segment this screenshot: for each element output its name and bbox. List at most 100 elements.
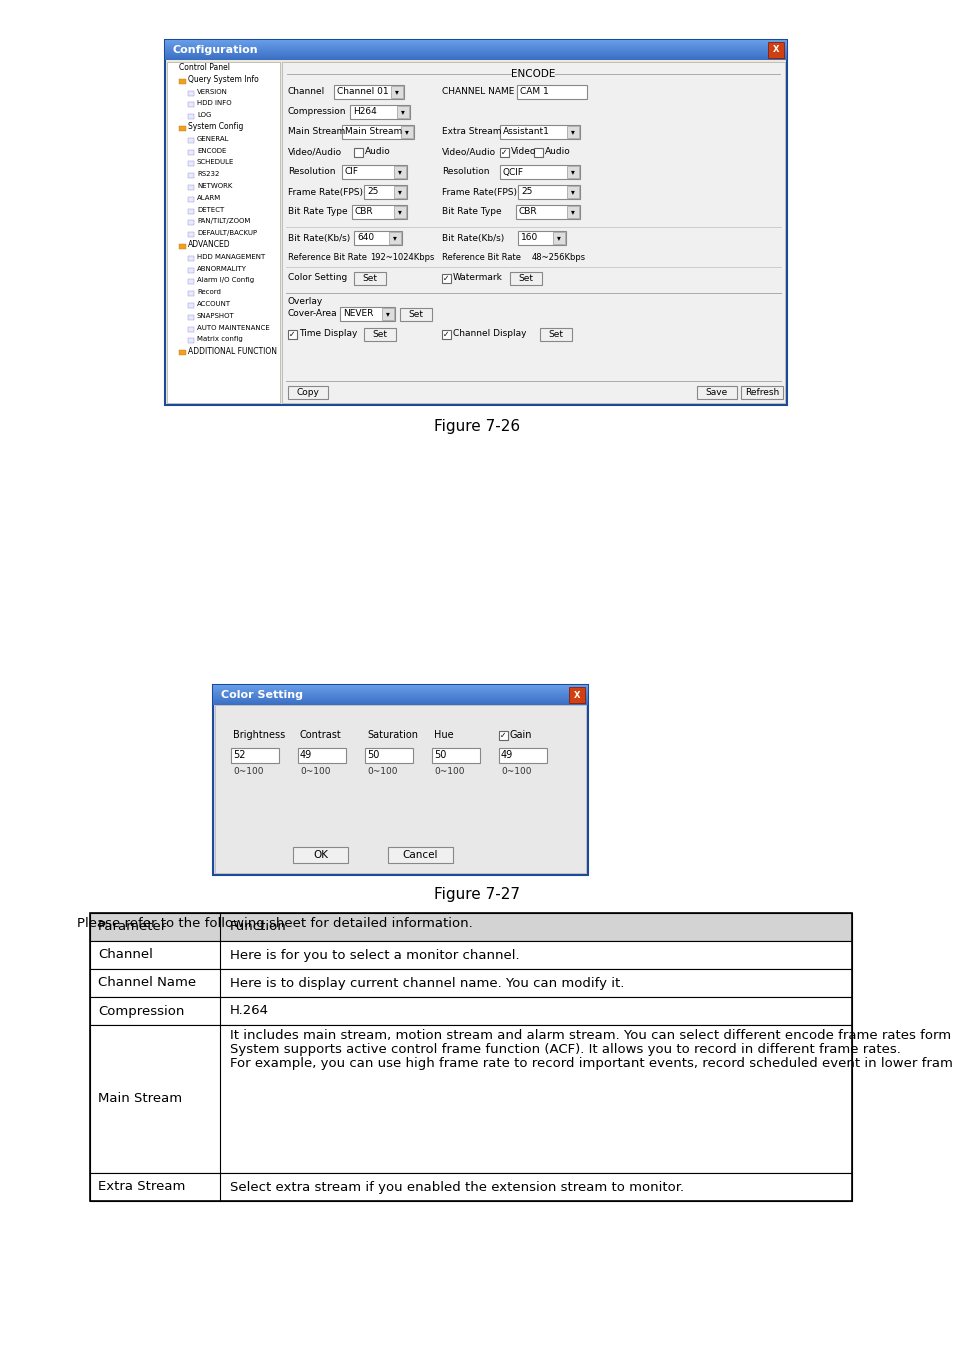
Bar xyxy=(350,105,410,119)
Bar xyxy=(188,173,193,178)
Text: Control Panel: Control Panel xyxy=(179,63,230,73)
Bar xyxy=(352,205,407,219)
Bar xyxy=(499,147,509,157)
Text: Channel 01: Channel 01 xyxy=(336,88,388,96)
Bar xyxy=(432,748,479,763)
Text: NEVER: NEVER xyxy=(343,309,373,319)
Bar xyxy=(553,232,564,244)
Bar xyxy=(90,913,851,1202)
Text: Contrast: Contrast xyxy=(299,730,341,740)
Text: CBR: CBR xyxy=(518,208,537,216)
Bar xyxy=(498,748,546,763)
Bar xyxy=(510,271,541,285)
Bar xyxy=(516,205,579,219)
Bar xyxy=(297,748,346,763)
Text: ALARM: ALARM xyxy=(196,194,221,201)
Bar xyxy=(188,138,193,143)
Text: Resolution: Resolution xyxy=(441,167,489,177)
Text: ENCODE: ENCODE xyxy=(196,147,226,154)
Text: ✓: ✓ xyxy=(500,147,507,157)
Text: ▾: ▾ xyxy=(395,88,398,96)
Text: ✓: ✓ xyxy=(443,274,449,282)
Text: Configuration: Configuration xyxy=(172,45,258,55)
Bar xyxy=(341,126,414,139)
Text: For example, you can use high frame rate to record important events, record sche: For example, you can use high frame rate… xyxy=(230,1057,953,1071)
Text: 49: 49 xyxy=(299,751,312,760)
Bar xyxy=(394,166,406,178)
Text: DETECT: DETECT xyxy=(196,207,224,212)
Text: Bit Rate(Kb/s): Bit Rate(Kb/s) xyxy=(288,234,350,243)
Text: Please refer to the following sheet for detailed information.: Please refer to the following sheet for … xyxy=(77,917,473,930)
Text: Brightness: Brightness xyxy=(233,730,285,740)
Text: Saturation: Saturation xyxy=(367,730,417,740)
Text: Bit Rate Type: Bit Rate Type xyxy=(441,208,501,216)
Bar xyxy=(90,913,851,941)
Bar xyxy=(231,748,278,763)
Text: GENERAL: GENERAL xyxy=(196,136,230,142)
Text: Color Setting: Color Setting xyxy=(221,690,303,701)
Text: H.264: H.264 xyxy=(230,1004,269,1018)
Text: It includes main stream, motion stream and alarm stream. You can select differen: It includes main stream, motion stream a… xyxy=(230,1029,953,1041)
Bar xyxy=(179,78,186,84)
Bar xyxy=(214,705,585,873)
Text: 52: 52 xyxy=(233,751,245,760)
Text: ▾: ▾ xyxy=(405,127,409,136)
Bar xyxy=(499,126,579,139)
Bar xyxy=(339,306,395,321)
Text: Audio: Audio xyxy=(365,147,391,157)
Text: Set: Set xyxy=(518,274,533,284)
Text: ▾: ▾ xyxy=(386,309,390,319)
Bar xyxy=(498,730,507,740)
Bar xyxy=(188,220,193,225)
Text: CAM 1: CAM 1 xyxy=(519,88,548,96)
Bar xyxy=(90,1173,851,1202)
Bar xyxy=(566,126,578,138)
Text: Overlay: Overlay xyxy=(288,297,323,306)
Text: Compression: Compression xyxy=(98,1004,184,1018)
Text: 25: 25 xyxy=(520,188,532,197)
Text: Matrix config: Matrix config xyxy=(196,336,242,343)
Text: Set: Set xyxy=(372,329,387,339)
Text: AUTO MAINTENANCE: AUTO MAINTENANCE xyxy=(196,324,270,331)
Text: NETWORK: NETWORK xyxy=(196,184,233,189)
Bar xyxy=(354,231,401,244)
Bar xyxy=(188,327,193,332)
Text: ▾: ▾ xyxy=(571,208,575,216)
Text: SCHEDULE: SCHEDULE xyxy=(196,159,234,166)
Text: Set: Set xyxy=(362,274,377,284)
Text: ▾: ▾ xyxy=(557,234,560,243)
Text: Channel: Channel xyxy=(288,88,325,96)
Text: Audio: Audio xyxy=(544,147,570,157)
Text: ADDITIONAL FUNCTION: ADDITIONAL FUNCTION xyxy=(188,347,276,355)
Text: ▾: ▾ xyxy=(400,108,404,116)
Text: Frame Rate(FPS): Frame Rate(FPS) xyxy=(288,188,363,197)
Text: 160: 160 xyxy=(520,234,537,243)
Bar xyxy=(213,684,587,875)
Bar xyxy=(394,207,406,217)
Bar xyxy=(364,328,395,342)
Text: Channel Display: Channel Display xyxy=(453,329,526,339)
Text: 50: 50 xyxy=(367,751,379,760)
Text: ENCODE: ENCODE xyxy=(511,69,555,80)
Text: Watermark: Watermark xyxy=(453,274,502,282)
Bar xyxy=(354,271,386,285)
Text: System supports active control frame function (ACF). It allows you to record in : System supports active control frame fun… xyxy=(230,1044,900,1056)
Text: ✓: ✓ xyxy=(499,730,506,740)
Text: 0~100: 0~100 xyxy=(367,767,397,775)
Text: OK: OK xyxy=(313,850,328,860)
Text: ▾: ▾ xyxy=(393,234,396,243)
Text: Compression: Compression xyxy=(288,108,346,116)
Bar xyxy=(568,687,584,703)
Text: Set: Set xyxy=(548,329,563,339)
Text: Query System Info: Query System Info xyxy=(188,76,258,84)
Text: LOG: LOG xyxy=(196,112,212,119)
Bar xyxy=(188,103,193,108)
Text: Reference Bit Rate: Reference Bit Rate xyxy=(441,254,520,262)
Bar xyxy=(740,386,782,400)
Text: Here is to display current channel name. You can modify it.: Here is to display current channel name.… xyxy=(230,976,623,990)
Text: Main Stream: Main Stream xyxy=(345,127,402,136)
Text: ABNORMALITY: ABNORMALITY xyxy=(196,266,247,271)
Text: Bit Rate(Kb/s): Bit Rate(Kb/s) xyxy=(441,234,504,243)
Bar xyxy=(188,267,193,273)
Bar xyxy=(188,162,193,166)
